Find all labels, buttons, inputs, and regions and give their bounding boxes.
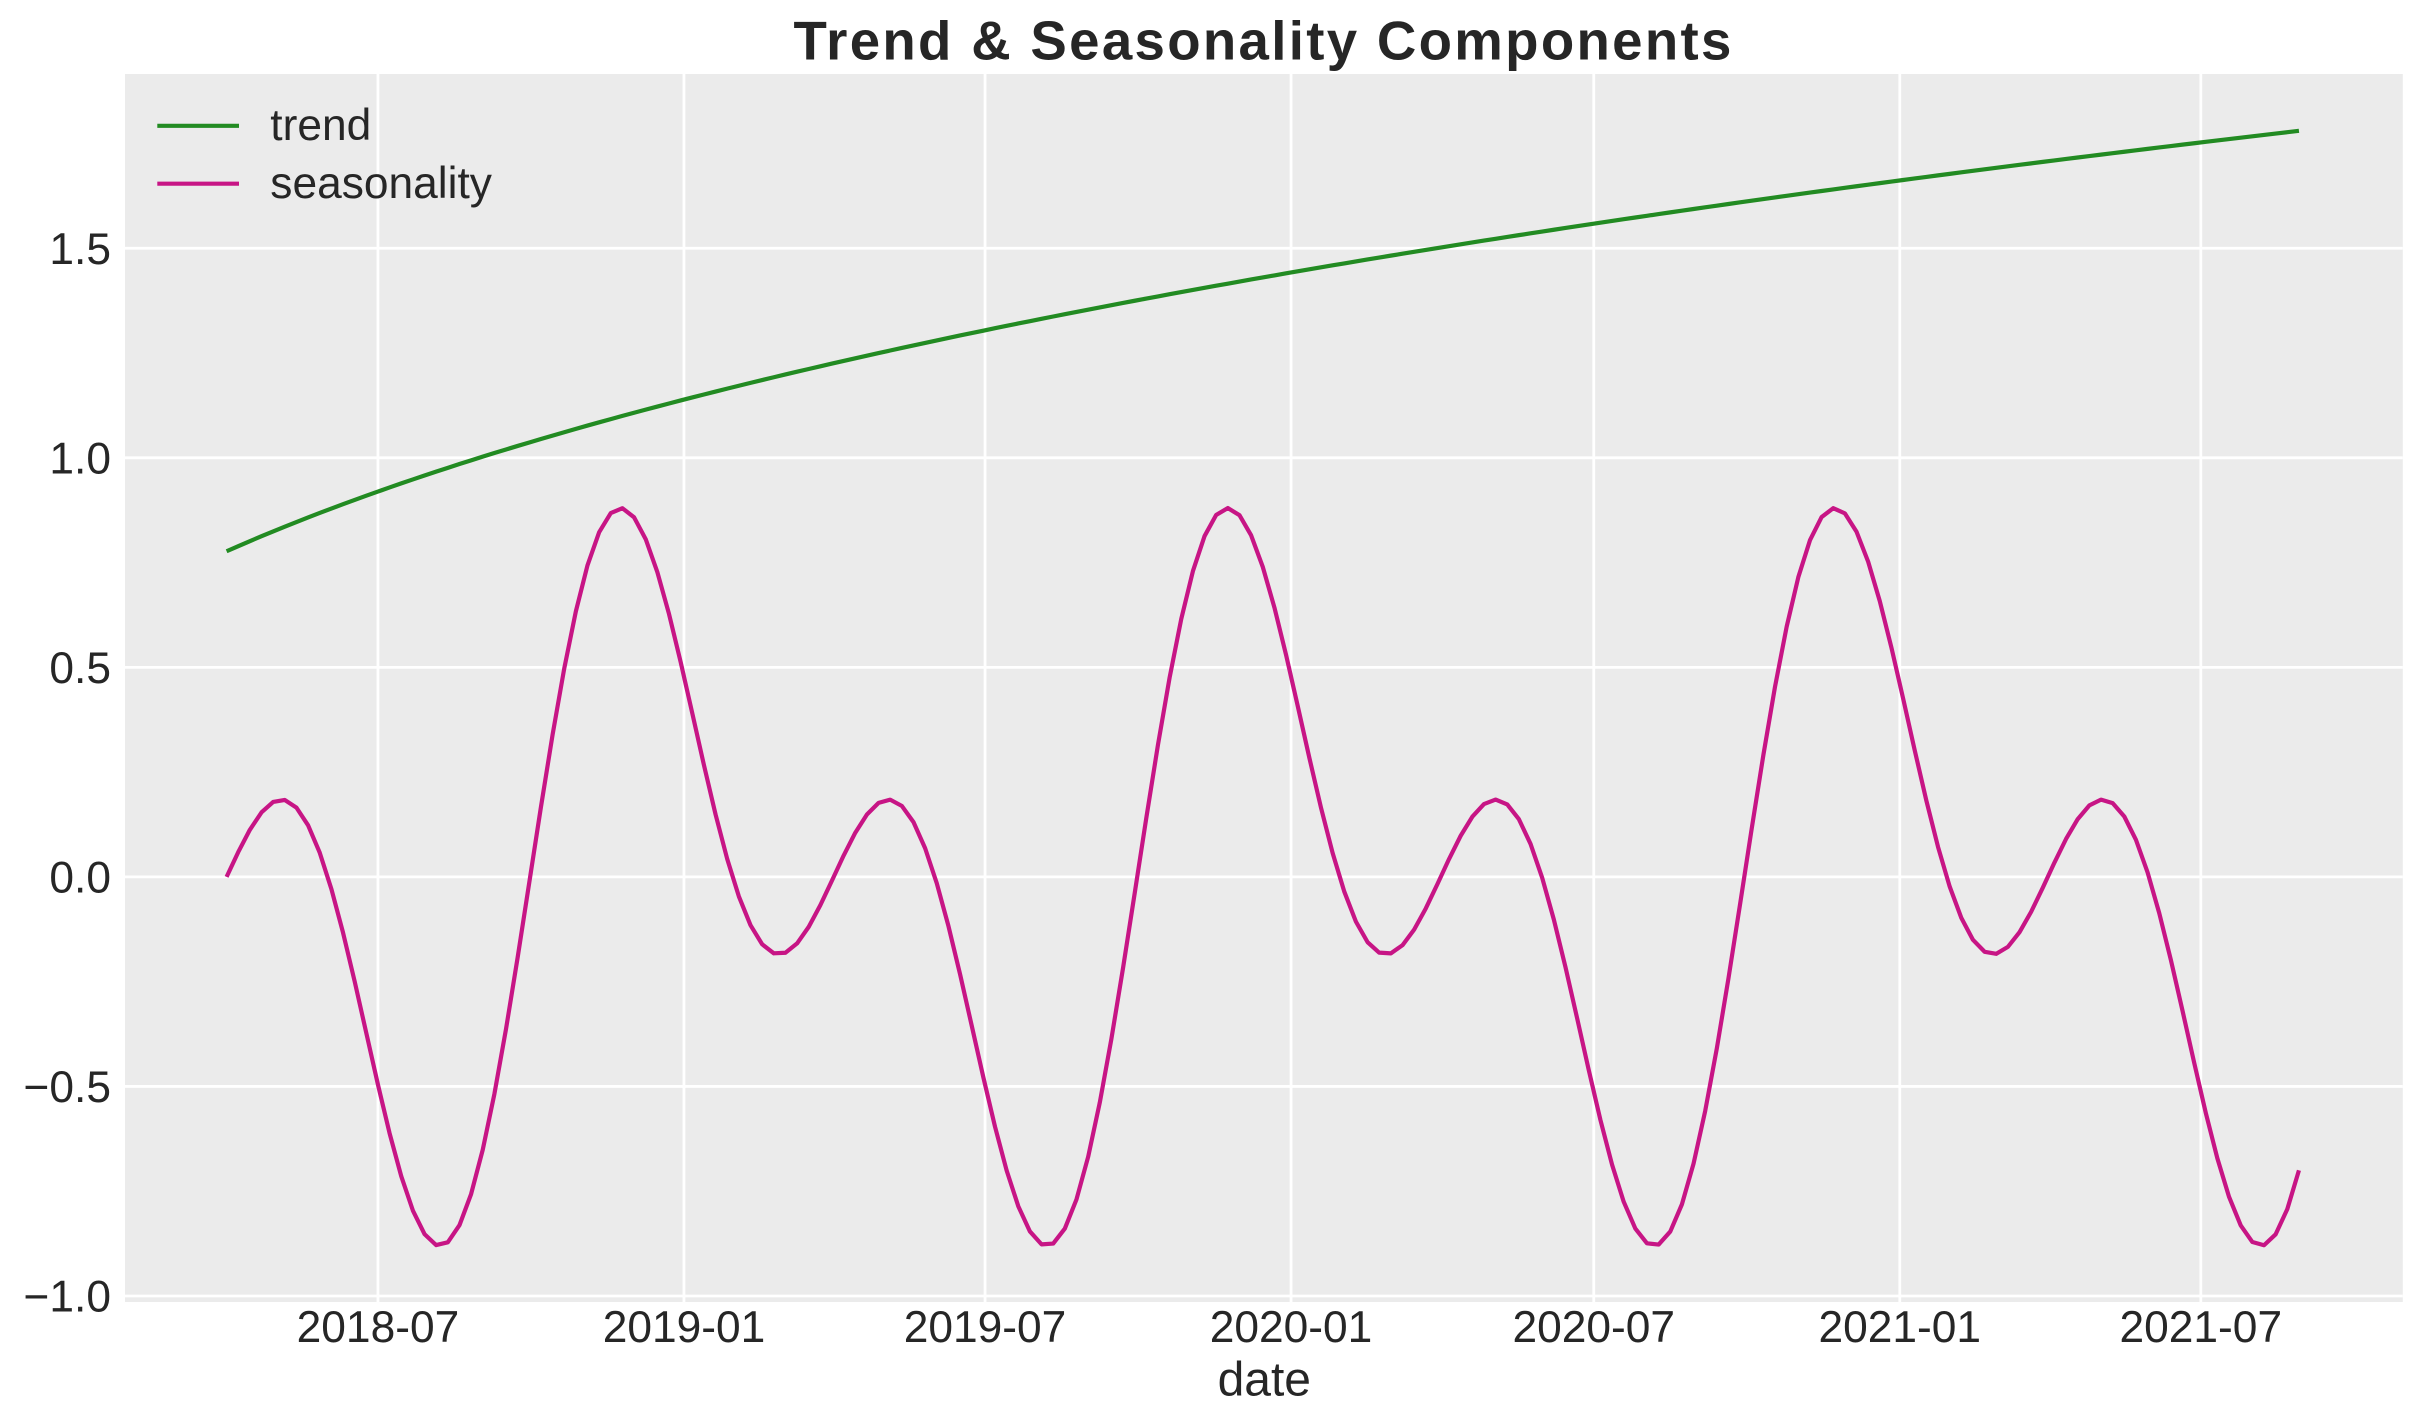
svg-text:Trend & Seasonality Components: Trend & Seasonality Components	[793, 11, 1733, 72]
svg-text:0.5: 0.5	[49, 644, 111, 693]
svg-text:2021-07: 2021-07	[2120, 1303, 2283, 1352]
svg-text:0.0: 0.0	[49, 854, 111, 903]
svg-text:1.5: 1.5	[49, 225, 111, 274]
svg-text:2019-07: 2019-07	[904, 1303, 1067, 1352]
svg-text:trend: trend	[270, 101, 371, 150]
svg-text:2020-01: 2020-01	[1210, 1303, 1373, 1352]
svg-text:−1.0: −1.0	[24, 1273, 111, 1322]
svg-text:2018-07: 2018-07	[297, 1303, 460, 1352]
svg-text:1.0: 1.0	[49, 434, 111, 483]
svg-text:2020-07: 2020-07	[1512, 1303, 1675, 1352]
svg-text:seasonality: seasonality	[270, 159, 492, 208]
svg-text:date: date	[1218, 1354, 1311, 1407]
svg-text:2019-01: 2019-01	[603, 1303, 766, 1352]
svg-text:−0.5: −0.5	[24, 1063, 111, 1112]
svg-text:2021-01: 2021-01	[1818, 1303, 1981, 1352]
